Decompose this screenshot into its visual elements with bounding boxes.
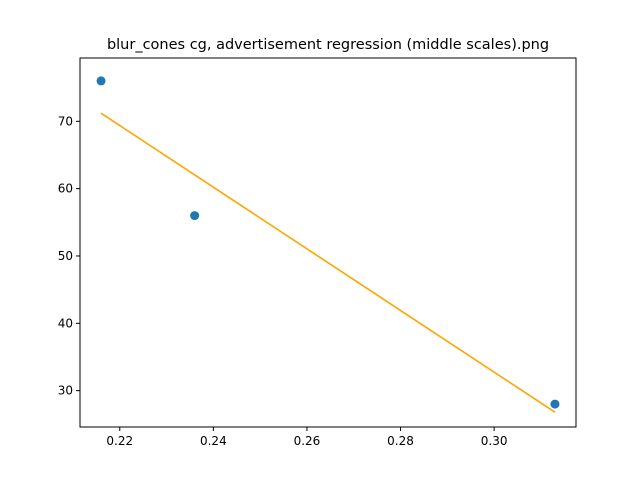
- regression-line: [100, 112, 556, 413]
- y-tick-label: 70: [58, 114, 73, 128]
- scatter-point: [96, 76, 106, 86]
- scatter-point: [550, 399, 560, 409]
- x-tick-label: 0.30: [481, 434, 508, 448]
- x-tick-label: 0.24: [200, 434, 227, 448]
- y-tick-label: 40: [58, 316, 73, 330]
- chart-title: blur_cones cg, advertisement regression …: [107, 37, 549, 53]
- y-tick-label: 30: [58, 384, 73, 398]
- x-tick-label: 0.26: [294, 434, 321, 448]
- x-tick-label: 0.28: [387, 434, 414, 448]
- x-tick-label: 0.22: [106, 434, 133, 448]
- axes-frame: [79, 57, 577, 428]
- plot-area: 0.22 0.24 0.26 0.28 0.30 30 40 50 60 70: [58, 57, 577, 448]
- y-tick-label: 50: [58, 249, 73, 263]
- scatter-point: [190, 211, 200, 221]
- y-tick-label: 60: [58, 182, 73, 196]
